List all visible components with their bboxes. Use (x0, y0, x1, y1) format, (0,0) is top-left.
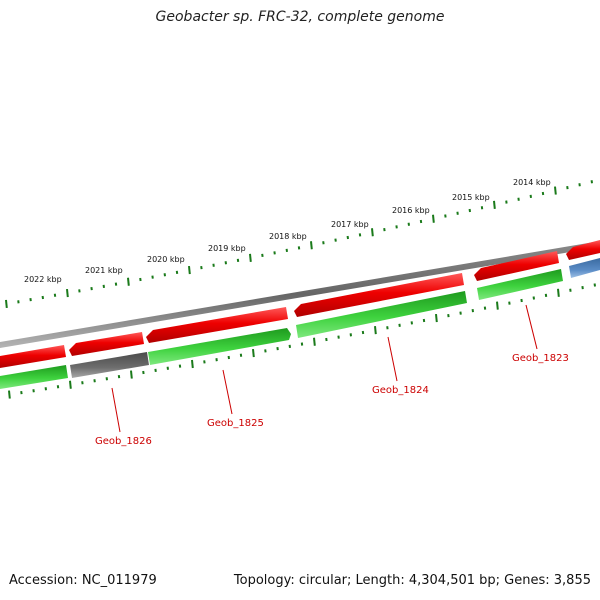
leader-line (111, 387, 121, 433)
inner-ruler-ticks (8, 283, 596, 399)
gene-reverse-6 (569, 258, 600, 278)
gene-reverse-1 (0, 365, 68, 389)
ruler-labels: 2022 kbp 2021 kbp 2020 kbp 2019 kbp 2018… (24, 178, 551, 284)
ruler-major-tick (127, 277, 130, 286)
ruler-label: 2021 kbp (85, 266, 123, 275)
ruler-label: 2018 kbp (269, 232, 307, 241)
ruler-label: 2014 kbp (513, 178, 551, 187)
ruler-major-tick (432, 214, 435, 223)
ruler-label: 2017 kbp (331, 220, 369, 229)
ruler-major-tick (493, 200, 496, 209)
gene-label: Geob_1824 (372, 385, 429, 396)
ruler-major-tick (496, 301, 499, 310)
ruler-major-tick (371, 228, 374, 237)
ruler-label: 2019 kbp (208, 244, 246, 253)
forward-strand (0, 240, 600, 368)
ruler-major-tick (66, 288, 69, 298)
genome-title: Geobacter sp. FRC-32, complete genome (155, 9, 445, 25)
gene-reverse-5 (477, 269, 563, 300)
genome-backbone (0, 241, 600, 348)
ruler-label: 2016 kbp (392, 206, 430, 215)
gene-label: Geob_1825 (207, 418, 264, 429)
gene-forward-3 (146, 307, 288, 343)
accession-text: Accession: NC_011979 (9, 573, 157, 588)
ruler-major-tick (374, 325, 377, 335)
ruler-label: 2020 kbp (147, 255, 185, 264)
genome-summary-text: Topology: circular; Length: 4,304,501 bp… (233, 573, 591, 588)
gene-label: Geob_1823 (512, 353, 569, 364)
ruler-major-tick (8, 390, 11, 399)
gene-forward-5 (474, 251, 559, 281)
gene-reverse-2 (70, 352, 149, 378)
ruler-label: 2015 kbp (452, 193, 490, 202)
ruler-major-tick (310, 241, 313, 250)
leader-line (387, 336, 398, 382)
ruler-major-tick (188, 265, 191, 275)
gene-reverse-3 (148, 328, 291, 365)
ruler-major-tick (554, 186, 557, 195)
ruler-major-tick (5, 299, 8, 309)
gene-forward-4 (294, 273, 464, 317)
ruler-major-tick (130, 370, 133, 379)
ruler-major-tick (249, 253, 252, 262)
gene-forward-2 (69, 332, 144, 356)
ruler-major-tick (313, 337, 316, 346)
gene-label-leaders (111, 304, 538, 433)
ruler-major-tick (435, 313, 438, 323)
ruler-label: 2022 kbp (24, 275, 62, 284)
reverse-strand (0, 258, 600, 389)
gene-forward-6 (566, 240, 600, 260)
gene-forward-1 (0, 345, 66, 368)
outer-ruler-ticks (5, 180, 593, 309)
gene-labels: Geob_1826 Geob_1825 Geob_1824 Geob_1823 (95, 353, 569, 447)
gene-label: Geob_1826 (95, 436, 152, 447)
ruler-major-tick (191, 359, 194, 369)
leader-line (525, 304, 538, 350)
gene-reverse-4 (296, 291, 467, 338)
ruler-major-tick (252, 348, 255, 358)
ruler-major-tick (69, 380, 72, 389)
ruler-major-tick (557, 288, 560, 297)
leader-line (222, 369, 233, 415)
